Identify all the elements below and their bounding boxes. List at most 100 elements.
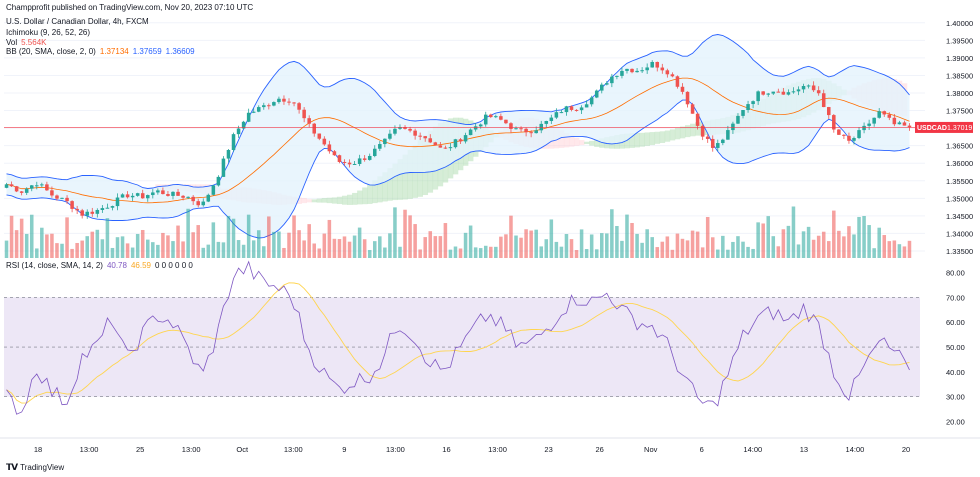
candle-body [574, 109, 579, 111]
volume-bar [75, 242, 79, 258]
tradingview-logo[interactable]: 𝗧𝗩 TradingView [6, 462, 64, 473]
time-tick-label: 26 [595, 445, 603, 454]
ichimoku-legend[interactable]: Ichimoku (9, 26, 52, 26) [6, 28, 91, 37]
candle-body [594, 90, 599, 98]
candle-body [731, 123, 735, 131]
candle-body [211, 185, 216, 195]
volume-bar [569, 239, 574, 258]
volume-bar [201, 247, 206, 258]
candle-body [388, 133, 392, 139]
candle-body [272, 102, 276, 106]
symbol-title[interactable]: U.S. Dollar / Canadian Dollar, 4h, FXCM [6, 17, 149, 26]
candle-body [842, 134, 846, 136]
volume-bar [60, 243, 64, 258]
volume-bar [897, 244, 902, 258]
candle-body [367, 155, 372, 160]
volume-bar [589, 234, 594, 258]
volume-bar [151, 242, 155, 258]
candle-body [726, 130, 730, 140]
candle-body [791, 91, 796, 93]
volume-bar [403, 209, 407, 258]
candle-body [781, 91, 786, 95]
volume-bar [282, 247, 286, 258]
candle-body [85, 211, 89, 216]
candle-body [494, 116, 498, 118]
candle-body [45, 184, 49, 191]
cloud-segment [326, 197, 333, 204]
candle-body [246, 112, 251, 122]
volume-bar [458, 248, 463, 258]
candle-body [872, 117, 876, 124]
volume-bar [241, 244, 246, 258]
volume-bar [665, 236, 670, 258]
volume-value: 5.564K [21, 38, 47, 47]
volume-bar [287, 232, 291, 258]
candle-body [347, 162, 352, 165]
volume-bar [690, 230, 695, 258]
price-tick-label: 1.39000 [946, 54, 973, 63]
candle-body [100, 208, 105, 210]
candle-body [161, 190, 165, 195]
cloud-segment [574, 137, 580, 146]
volume-bar [534, 229, 538, 258]
volume-bar [544, 239, 549, 258]
candle-body [317, 133, 322, 139]
candle-body [680, 86, 685, 92]
bb-legend[interactable]: BB (20, SMA, close, 2, 0) 1.37134 1.37659 1… [6, 47, 195, 57]
candle-body [14, 186, 19, 192]
volume-bar [246, 214, 251, 258]
volume-bar [206, 244, 211, 258]
volume-bar [832, 210, 836, 258]
rsi-tick-label: 70.00 [946, 293, 965, 302]
volume-bar [24, 233, 29, 258]
volume-bar [635, 233, 639, 258]
candle-body [685, 91, 690, 105]
time-tick-label: 23 [544, 445, 552, 454]
candle-body [539, 123, 543, 131]
candle-body [236, 128, 241, 135]
cloud-segment [659, 131, 666, 143]
candle-body [282, 98, 286, 102]
rsi-pane [4, 260, 920, 415]
volume-bar [413, 224, 417, 258]
price-tick-label: 1.39500 [946, 36, 973, 45]
candle-body [166, 194, 170, 196]
volume-bar [579, 229, 584, 258]
volume-legend[interactable]: Vol 5.564K [6, 38, 46, 48]
volume-bar [842, 236, 846, 258]
volume-bar [302, 240, 306, 258]
time-tick-label: Oct [236, 445, 249, 454]
volume-bar [746, 246, 750, 258]
candle-body [786, 92, 791, 95]
rsi-legend[interactable]: RSI (14, close, SMA, 14, 2) 40.78 46.59 0 0… [6, 261, 193, 271]
time-tick-label: 13:00 [182, 445, 201, 454]
volume-bar [70, 248, 74, 258]
volume-bar [272, 231, 276, 258]
candle-body [640, 70, 644, 72]
cloud-segment [669, 129, 676, 141]
candle-body [700, 125, 705, 137]
cloud-segment [296, 197, 302, 204]
candle-body [695, 113, 700, 126]
candle-body [660, 67, 665, 71]
candle-body [852, 138, 856, 141]
cloud-segment [377, 176, 383, 203]
cloud-segment [387, 168, 393, 201]
volume-bar [655, 247, 660, 258]
cloud-segment [563, 132, 570, 148]
cloud-segment [568, 135, 575, 147]
candle-body [50, 190, 54, 196]
rsi-ma-line [6, 282, 910, 404]
candle-body [549, 117, 554, 122]
volume-bar [620, 240, 624, 258]
rsi-tick-label: 50.00 [946, 343, 965, 352]
volume-bar [373, 241, 377, 258]
candle-body [65, 197, 69, 202]
price-tick-label: 1.38500 [946, 71, 973, 80]
candle-body [60, 197, 64, 199]
candle-body [438, 145, 443, 148]
candle-body [579, 107, 584, 111]
candle-body [181, 195, 185, 198]
candle-body [751, 101, 755, 105]
